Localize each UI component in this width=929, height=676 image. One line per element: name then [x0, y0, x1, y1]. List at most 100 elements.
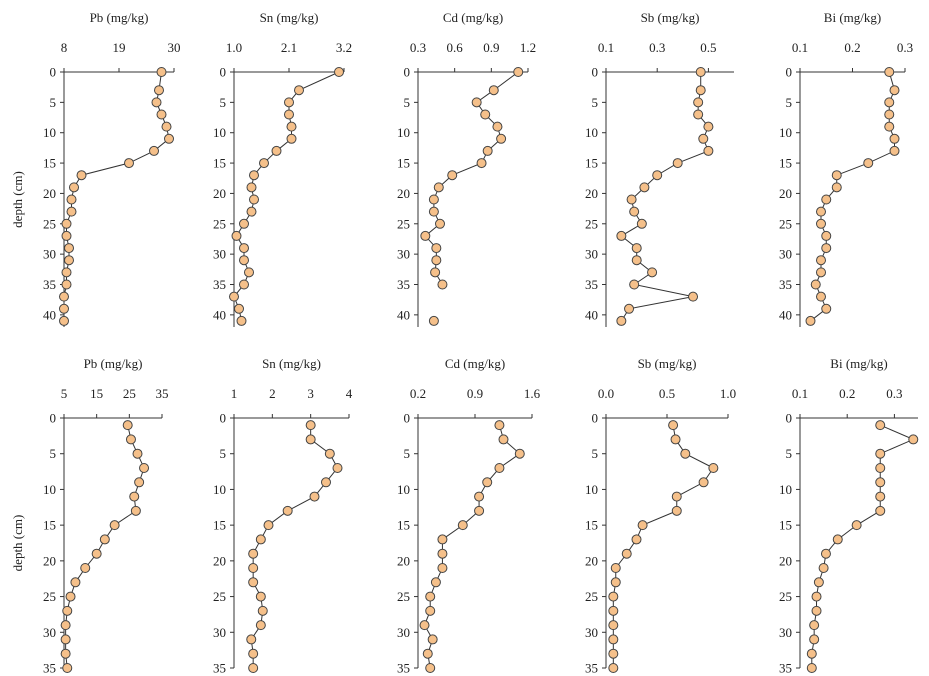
y-tick-label: 10 [43, 482, 56, 497]
data-point [149, 145, 159, 156]
data-point [616, 315, 627, 326]
y-tick-label: 10 [779, 125, 792, 140]
data-point [294, 85, 304, 96]
x-tick-label: 0.9 [467, 386, 483, 401]
data-point [248, 577, 259, 588]
data-point [680, 448, 691, 459]
data-point [816, 206, 826, 217]
data-point [875, 420, 886, 431]
x-tick-label: 1.2 [520, 40, 536, 55]
data-point [875, 463, 886, 473]
data-point [164, 133, 174, 144]
y-tick-label: 35 [397, 661, 410, 676]
data-point [229, 291, 239, 302]
data-point [672, 158, 683, 169]
data-point [248, 663, 259, 673]
data-point [624, 303, 635, 314]
data-point [494, 420, 505, 431]
y-tick-label: 5 [786, 95, 793, 110]
y-tick-label: 0 [786, 411, 793, 426]
y-tick-label: 30 [397, 247, 410, 262]
y-tick-label: 30 [779, 625, 792, 640]
y-tick-label: 20 [585, 186, 598, 201]
data-point [482, 145, 493, 156]
data-point [99, 534, 110, 545]
data-point [488, 85, 499, 96]
data-point [239, 243, 249, 254]
data-point [435, 218, 445, 229]
y-tick-label: 0 [592, 65, 599, 80]
y-tick-label: 20 [397, 553, 410, 568]
data-point [321, 477, 331, 488]
data-point [249, 194, 259, 205]
data-point [62, 663, 73, 673]
y-tick-label: 35 [397, 277, 410, 292]
data-point [430, 267, 441, 278]
y-tick-label: 0 [592, 411, 599, 426]
data-point [629, 206, 640, 217]
y-tick-label: 25 [213, 216, 226, 231]
data-point [282, 505, 293, 516]
data-point [122, 420, 133, 431]
data-point [65, 591, 76, 602]
data-point [494, 463, 505, 473]
y-tick-label: 25 [397, 589, 410, 604]
x-tick-label: 0.0 [598, 386, 614, 401]
data-point [821, 303, 832, 314]
data-point [59, 315, 69, 326]
data-point [471, 97, 482, 108]
panel-title: Sn (mg/kg) [260, 10, 319, 25]
data-point [76, 170, 87, 181]
y-tick-label: 20 [779, 186, 792, 201]
y-tick-label: 5 [592, 446, 599, 461]
data-point [246, 206, 257, 217]
data-point [428, 206, 439, 217]
data-point [813, 577, 824, 588]
data-point [703, 145, 714, 156]
data-point [631, 534, 642, 545]
y-tick-label: 40 [43, 307, 56, 322]
data-point [124, 158, 134, 169]
y-tick-label: 35 [779, 277, 792, 292]
x-tick-label: 30 [168, 40, 181, 55]
data-point [688, 291, 699, 302]
data-point [816, 291, 826, 302]
data-point [492, 121, 503, 132]
x-tick-label: 2.1 [281, 40, 297, 55]
panel-title: Sb (mg/kg) [641, 10, 700, 25]
data-point [698, 133, 709, 144]
data-point [647, 267, 658, 278]
x-tick-label: 0.1 [792, 386, 808, 401]
y-tick-label: 40 [213, 307, 226, 322]
data-point [889, 145, 900, 156]
panel-title: Pb (mg/kg) [90, 10, 149, 25]
y-tick-label: 15 [779, 156, 792, 171]
x-tick-label: 2 [269, 386, 276, 401]
y-tick-label: 35 [585, 277, 598, 292]
data-point [474, 505, 485, 516]
y-tick-label: 20 [585, 553, 598, 568]
y-tick-label: 25 [43, 589, 56, 604]
y-tick-label: 20 [43, 186, 56, 201]
y-tick-label: 15 [585, 156, 598, 171]
data-point [248, 548, 259, 559]
y-tick-label: 20 [43, 553, 56, 568]
data-point [422, 648, 433, 659]
data-point [816, 218, 826, 229]
x-tick-label: 19 [113, 40, 126, 55]
data-point [513, 67, 524, 77]
data-point [66, 194, 77, 205]
y-tick-label: 0 [220, 65, 227, 80]
y-tick-label: 30 [397, 625, 410, 640]
x-tick-label: 1.6 [524, 386, 541, 401]
data-point [437, 534, 448, 545]
y-tick-label: 20 [213, 186, 226, 201]
data-point [805, 315, 816, 326]
data-point [437, 563, 448, 573]
y-tick-label: 25 [779, 589, 792, 604]
data-point [246, 634, 257, 645]
y-tick-label: 0 [404, 411, 411, 426]
x-tick-label: 3 [307, 386, 314, 401]
data-point [255, 591, 266, 602]
data-point [161, 121, 172, 132]
